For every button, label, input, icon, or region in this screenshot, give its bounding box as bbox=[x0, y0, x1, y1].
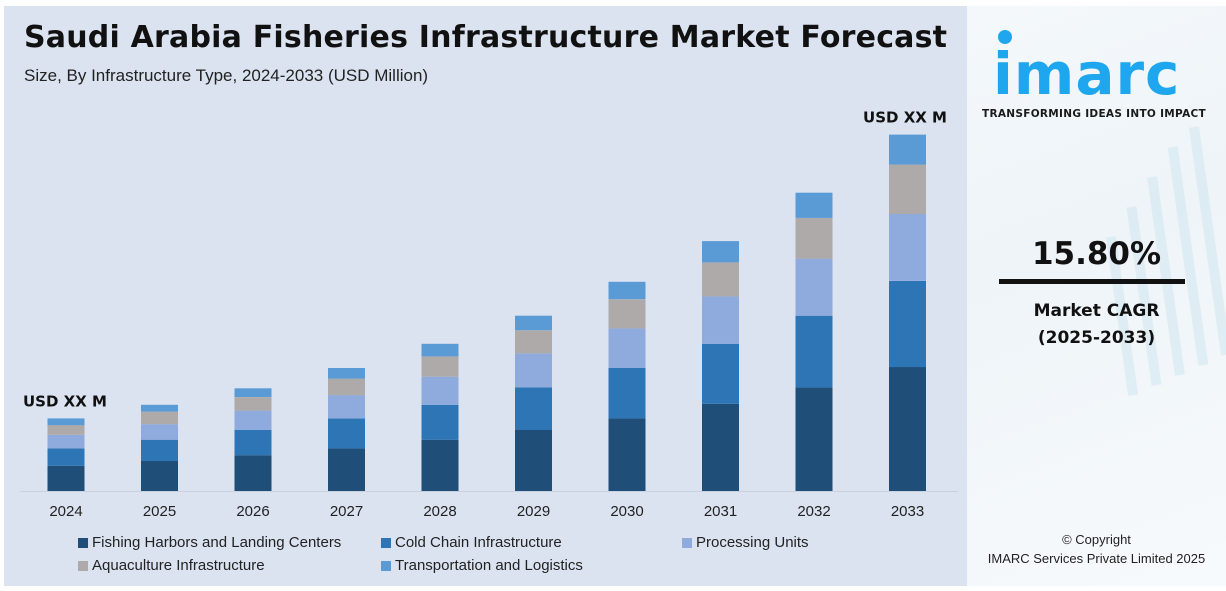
logo-wordmark: imarc bbox=[993, 40, 1181, 108]
x-tick-label: 2026 bbox=[236, 503, 269, 520]
legend-item: Processing Units bbox=[682, 534, 809, 551]
x-tick-label: 2030 bbox=[610, 503, 643, 520]
bar-segment-2031-transportation-and-logistics bbox=[702, 241, 739, 263]
logo-dot bbox=[998, 30, 1012, 44]
bar-segment-2024-aquaculture-infrastructure bbox=[47, 425, 85, 435]
bar-segment-2030-processing-units bbox=[608, 328, 646, 368]
chart-subtitle: Size, By Infrastructure Type, 2024-2033 … bbox=[24, 66, 429, 85]
annotations: USD XX M USD XX M bbox=[23, 109, 947, 411]
bar-segment-2025-fishing-harbors-and-landing-centers bbox=[141, 461, 178, 491]
legend-swatch bbox=[381, 560, 391, 571]
legend-swatch bbox=[78, 560, 88, 571]
legend-label: Fishing Harbors and Landing Centers bbox=[92, 534, 342, 551]
bar-segment-2026-fishing-harbors-and-landing-centers bbox=[234, 455, 272, 491]
bar-segment-2028-fishing-harbors-and-landing-centers bbox=[421, 439, 459, 491]
copyright: © Copyright IMARC Services Private Limit… bbox=[967, 530, 1226, 568]
bar-segment-2032-aquaculture-infrastructure bbox=[795, 217, 833, 259]
stacked-bar-chart: 2024 2025 2026 2027 2028 2029 2030 2031 2032 2033… bbox=[20, 109, 958, 520]
bar-segment-2033-cold-chain-infrastructure bbox=[889, 280, 926, 368]
bar-segment-2027-processing-units bbox=[328, 395, 365, 419]
cagr-value: 15.80% bbox=[1031, 236, 1162, 272]
sidebar: imarc TRANSFORMING IDEAS INTO IMPACT 15.… bbox=[967, 6, 1226, 586]
bar-segment-2027-transportation-and-logistics bbox=[328, 368, 365, 379]
bar-segment-2024-processing-units bbox=[47, 434, 85, 449]
legend-label: Processing Units bbox=[696, 534, 809, 551]
legend: Fishing Harbors and Landing Centers Cold … bbox=[78, 534, 838, 578]
legend-item: Transportation and Logistics bbox=[381, 557, 583, 574]
legend-swatch bbox=[381, 537, 391, 548]
bar-segment-2029-fishing-harbors-and-landing-centers bbox=[515, 430, 552, 491]
bar-segment-2028-cold-chain-infrastructure bbox=[421, 404, 459, 440]
legend-label: Aquaculture Infrastructure bbox=[92, 557, 265, 574]
bar-segment-2027-aquaculture-infrastructure bbox=[328, 378, 365, 396]
copyright-line1: © Copyright bbox=[1062, 532, 1131, 547]
cagr-label-line1: Market CAGR bbox=[1033, 301, 1160, 321]
x-tick-label: 2027 bbox=[330, 503, 363, 520]
legend-swatch bbox=[78, 537, 88, 548]
bar-segment-2030-transportation-and-logistics bbox=[608, 281, 646, 300]
bar-segment-2028-processing-units bbox=[421, 376, 459, 405]
bar-segment-2030-cold-chain-infrastructure bbox=[608, 368, 646, 419]
bar-segment-2028-aquaculture-infrastructure bbox=[421, 356, 459, 377]
bar-segment-2033-transportation-and-logistics bbox=[889, 134, 926, 165]
bar-segment-2032-cold-chain-infrastructure bbox=[795, 315, 833, 388]
bar-segment-2025-processing-units bbox=[141, 424, 178, 440]
bar-segment-2026-cold-chain-infrastructure bbox=[234, 430, 272, 456]
cagr-label-line2: (2025-2033) bbox=[1037, 328, 1156, 348]
bar-segment-2029-processing-units bbox=[515, 353, 552, 388]
x-tick-label: 2029 bbox=[517, 503, 550, 520]
x-tick-label: 2032 bbox=[797, 503, 830, 520]
x-tick-label: 2033 bbox=[891, 503, 924, 520]
bar-segment-2029-cold-chain-infrastructure bbox=[515, 387, 552, 430]
bar-segment-2031-cold-chain-infrastructure bbox=[702, 343, 739, 404]
copyright-line2: IMARC Services Private Limited 2025 bbox=[987, 551, 1206, 566]
bar-segment-2032-transportation-and-logistics bbox=[795, 192, 833, 218]
x-axis-ticks: 2024 2025 2026 2027 2028 2029 2030 2031 2032 2033 bbox=[49, 503, 924, 520]
bar-segment-2027-cold-chain-infrastructure bbox=[328, 418, 365, 449]
x-tick-label: 2031 bbox=[704, 503, 737, 520]
bars-group bbox=[47, 134, 926, 491]
bar-segment-2029-transportation-and-logistics bbox=[515, 315, 552, 331]
value-annotation: USD XX M bbox=[23, 392, 107, 410]
x-tick-label: 2028 bbox=[423, 503, 456, 520]
bar-segment-2028-transportation-and-logistics bbox=[421, 343, 459, 357]
bar-segment-2032-fishing-harbors-and-landing-centers bbox=[795, 387, 833, 491]
bar-segment-2024-fishing-harbors-and-landing-centers bbox=[47, 465, 85, 491]
bar-segment-2033-processing-units bbox=[889, 214, 926, 281]
logo-tagline: TRANSFORMING IDEAS INTO IMPACT bbox=[982, 108, 1206, 120]
bar-segment-2024-cold-chain-infrastructure bbox=[47, 448, 85, 466]
value-annotation: USD XX M bbox=[863, 109, 947, 127]
bar-segment-2026-transportation-and-logistics bbox=[234, 388, 272, 397]
bar-segment-2025-cold-chain-infrastructure bbox=[141, 439, 178, 461]
bar-segment-2026-aquaculture-infrastructure bbox=[234, 397, 272, 411]
bar-segment-2026-processing-units bbox=[234, 410, 272, 430]
bar-segment-2031-fishing-harbors-and-landing-centers bbox=[702, 403, 739, 491]
legend-label: Transportation and Logistics bbox=[395, 557, 583, 574]
bar-segment-2029-aquaculture-infrastructure bbox=[515, 330, 552, 354]
legend-item: Fishing Harbors and Landing Centers bbox=[78, 534, 341, 551]
bar-segment-2030-aquaculture-infrastructure bbox=[608, 299, 646, 329]
bar-segment-2025-transportation-and-logistics bbox=[141, 404, 178, 412]
bar-segment-2033-aquaculture-infrastructure bbox=[889, 164, 926, 214]
bar-segment-2024-transportation-and-logistics bbox=[47, 418, 85, 426]
x-tick-label: 2024 bbox=[49, 503, 82, 520]
legend-swatch bbox=[682, 537, 692, 548]
cagr-divider bbox=[999, 279, 1185, 284]
bar-segment-2033-fishing-harbors-and-landing-centers bbox=[889, 367, 926, 491]
chart-title: Saudi Arabia Fisheries Infrastructure Ma… bbox=[24, 20, 948, 55]
bar-segment-2025-aquaculture-infrastructure bbox=[141, 411, 178, 425]
legend-label: Cold Chain Infrastructure bbox=[395, 534, 562, 551]
x-tick-label: 2025 bbox=[143, 503, 176, 520]
bar-segment-2032-processing-units bbox=[795, 258, 833, 316]
cagr-label: Market CAGR (2025-2033) bbox=[967, 298, 1226, 352]
legend-item: Aquaculture Infrastructure bbox=[78, 557, 265, 574]
bar-segment-2030-fishing-harbors-and-landing-centers bbox=[608, 418, 646, 491]
bar-segment-2031-aquaculture-infrastructure bbox=[702, 262, 739, 297]
legend-item: Cold Chain Infrastructure bbox=[381, 534, 562, 551]
bar-segment-2031-processing-units bbox=[702, 296, 739, 344]
bar-segment-2027-fishing-harbors-and-landing-centers bbox=[328, 448, 365, 491]
